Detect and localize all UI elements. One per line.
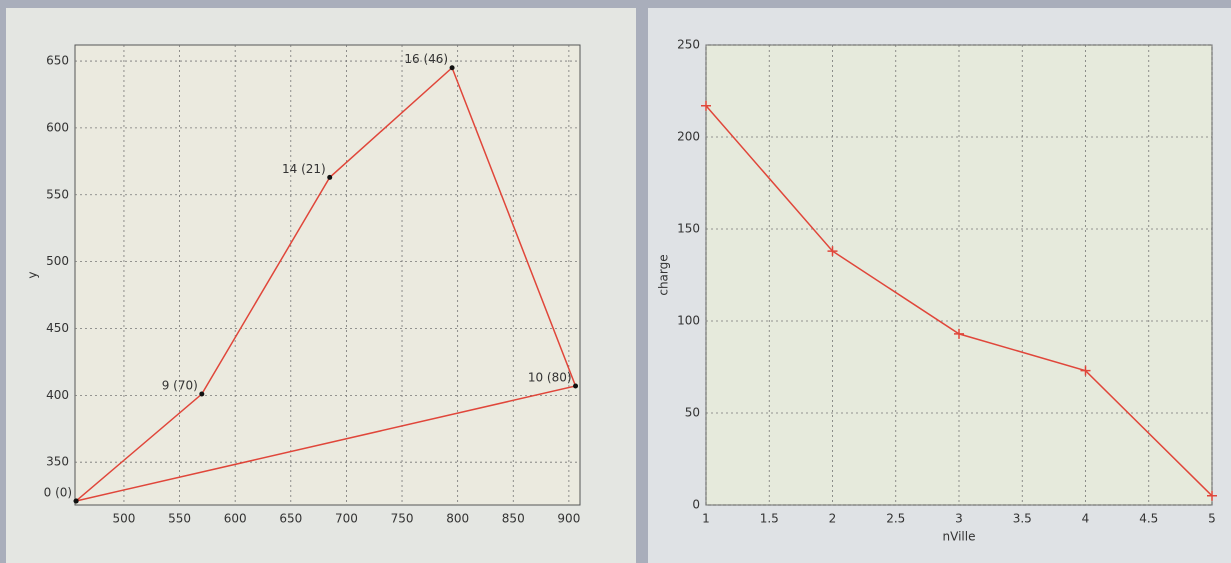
y-tick-label: 250 bbox=[677, 38, 700, 52]
x-tick-label: 650 bbox=[279, 512, 302, 526]
y-tick-label: 50 bbox=[685, 406, 700, 420]
y-tick-label: 450 bbox=[46, 321, 69, 335]
y-tick-label: 200 bbox=[677, 130, 700, 144]
x-tick-label: 3.5 bbox=[1013, 512, 1032, 526]
marker bbox=[450, 65, 455, 70]
x-tick-label: 2.5 bbox=[886, 512, 905, 526]
x-tick-label: 600 bbox=[224, 512, 247, 526]
x-tick-label: 2 bbox=[829, 512, 837, 526]
x-tick-label: 900 bbox=[557, 512, 580, 526]
marker bbox=[573, 383, 578, 388]
y-tick-label: 650 bbox=[46, 54, 69, 68]
point-label: 14 (21) bbox=[282, 162, 326, 176]
marker bbox=[327, 175, 332, 180]
y-tick-label: 100 bbox=[677, 314, 700, 328]
point-label: 9 (70) bbox=[162, 379, 198, 393]
screen: 5005506006507007508008509003504004505005… bbox=[0, 0, 1231, 563]
x-tick-label: 700 bbox=[335, 512, 358, 526]
x-tick-label: 550 bbox=[168, 512, 191, 526]
point-label: 16 (46) bbox=[404, 52, 448, 66]
x-tick-label: 5 bbox=[1208, 512, 1216, 526]
point-label: 0 (0) bbox=[44, 485, 72, 499]
y-tick-label: 400 bbox=[46, 388, 69, 402]
point-label: 10 (80) bbox=[528, 370, 572, 384]
x-tick-label: 750 bbox=[391, 512, 414, 526]
y-axis-label: y bbox=[26, 271, 40, 278]
marker bbox=[74, 498, 79, 503]
x-tick-label: 1 bbox=[702, 512, 710, 526]
y-tick-label: 600 bbox=[46, 120, 69, 134]
x-tick-label: 4.5 bbox=[1139, 512, 1158, 526]
x-tick-label: 800 bbox=[446, 512, 469, 526]
x-tick-label: 1.5 bbox=[760, 512, 779, 526]
marker bbox=[199, 392, 204, 397]
plot-area bbox=[75, 45, 580, 505]
y-axis-label: charge bbox=[657, 254, 671, 295]
y-tick-label: 500 bbox=[46, 254, 69, 268]
y-tick-label: 150 bbox=[677, 222, 700, 236]
y-tick-label: 550 bbox=[46, 187, 69, 201]
y-tick-label: 0 bbox=[692, 498, 700, 512]
x-tick-label: 500 bbox=[112, 512, 135, 526]
x-tick-label: 3 bbox=[955, 512, 963, 526]
y-tick-label: 350 bbox=[46, 455, 69, 469]
x-tick-label: 850 bbox=[502, 512, 525, 526]
x-tick-label: 4 bbox=[1082, 512, 1090, 526]
x-axis-label: nVille bbox=[943, 530, 976, 544]
